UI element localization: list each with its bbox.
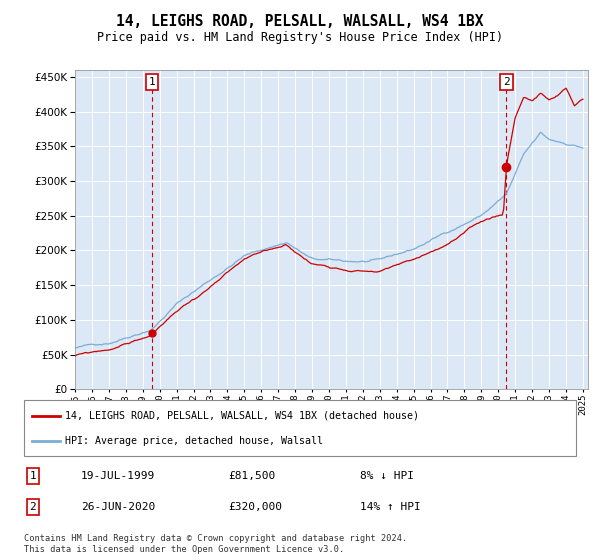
Text: 14, LEIGHS ROAD, PELSALL, WALSALL, WS4 1BX: 14, LEIGHS ROAD, PELSALL, WALSALL, WS4 1… [116, 14, 484, 29]
Text: Price paid vs. HM Land Registry's House Price Index (HPI): Price paid vs. HM Land Registry's House … [97, 31, 503, 44]
Text: Contains HM Land Registry data © Crown copyright and database right 2024.
This d: Contains HM Land Registry data © Crown c… [24, 534, 407, 554]
FancyBboxPatch shape [24, 400, 576, 456]
Text: 2: 2 [29, 502, 37, 512]
Text: 14, LEIGHS ROAD, PELSALL, WALSALL, WS4 1BX (detached house): 14, LEIGHS ROAD, PELSALL, WALSALL, WS4 1… [65, 410, 419, 421]
Text: HPI: Average price, detached house, Walsall: HPI: Average price, detached house, Wals… [65, 436, 323, 446]
Text: 14% ↑ HPI: 14% ↑ HPI [360, 502, 421, 512]
Text: 1: 1 [149, 77, 155, 87]
Text: 8% ↓ HPI: 8% ↓ HPI [360, 471, 414, 481]
Text: 26-JUN-2020: 26-JUN-2020 [81, 502, 155, 512]
Text: 2: 2 [503, 77, 510, 87]
Text: 1: 1 [29, 471, 37, 481]
Text: 19-JUL-1999: 19-JUL-1999 [81, 471, 155, 481]
Text: £320,000: £320,000 [228, 502, 282, 512]
Text: £81,500: £81,500 [228, 471, 275, 481]
